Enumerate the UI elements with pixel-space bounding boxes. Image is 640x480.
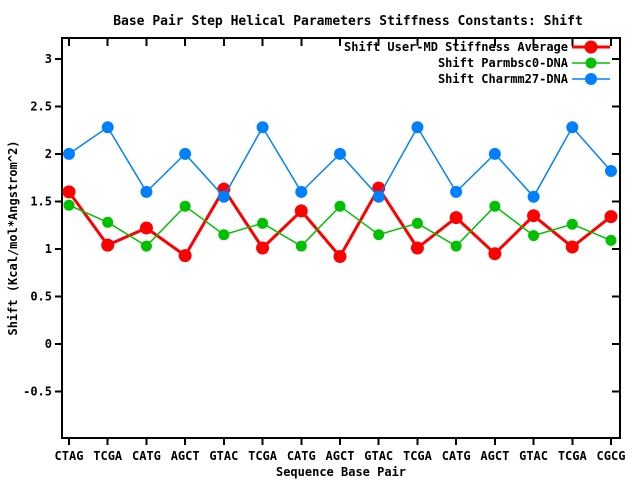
x-tick-label: GTAC (364, 449, 393, 463)
data-point-1-12 (528, 230, 540, 242)
data-point-2-12 (527, 190, 540, 203)
data-point-2-8 (372, 190, 385, 203)
x-tick-label: CTAG (55, 449, 84, 463)
legend-label-0: Shift User-MD Stiffness Average (344, 40, 568, 54)
data-point-1-4 (218, 229, 230, 241)
data-point-0-3 (178, 249, 192, 263)
data-point-1-3 (179, 200, 191, 212)
data-point-1-13 (566, 218, 578, 230)
x-tick-label: CATG (442, 449, 471, 463)
data-point-1-9 (411, 217, 423, 229)
data-point-2-14 (605, 165, 617, 177)
chart-title: Base Pair Step Helical Parameters Stiffn… (113, 14, 583, 29)
data-point-1-14 (605, 234, 617, 246)
y-tick-label: 0 (45, 337, 52, 351)
legend-marker-1 (585, 57, 597, 69)
y-tick-label: 2.5 (30, 99, 52, 113)
y-tick-label: 1 (45, 242, 52, 256)
data-point-2-6 (295, 185, 308, 198)
data-point-2-13 (566, 121, 579, 134)
y-axis-label: Shift (Kcal/mol*Angstrom^2) (6, 140, 20, 335)
x-tick-label: TCGA (248, 449, 278, 463)
data-point-0-1 (101, 238, 115, 252)
y-tick-label: 3 (45, 52, 52, 66)
data-point-0-14 (604, 210, 618, 224)
data-point-0-7 (333, 250, 347, 263)
data-point-2-10 (450, 185, 463, 198)
data-point-0-12 (527, 209, 541, 223)
data-point-0-9 (410, 241, 424, 255)
y-tick-label: 0.5 (30, 289, 52, 303)
data-point-2-3 (179, 147, 192, 160)
series-line-2 (68, 126, 612, 198)
x-tick-label: GTAC (519, 449, 548, 463)
data-point-0-5 (256, 241, 270, 255)
data-point-1-7 (334, 200, 346, 212)
y-tick-label: 1.5 (30, 194, 52, 208)
x-tick-label: TCGA (558, 449, 588, 463)
x-tick-label: AGCT (480, 449, 509, 463)
data-point-2-4 (217, 190, 230, 203)
legend-label-2: Shift Charmm27-DNA (438, 72, 569, 86)
data-point-0-0 (62, 185, 76, 199)
legend-marker-0 (584, 40, 598, 54)
x-tick-label: TCGA (403, 449, 433, 463)
x-axis-label: Sequence Base Pair (276, 465, 406, 479)
data-point-0-10 (449, 211, 463, 225)
data-point-1-10 (450, 240, 462, 252)
data-point-1-11 (489, 200, 501, 212)
x-tick-label: CGCG (597, 449, 626, 463)
x-tick-label: AGCT (171, 449, 200, 463)
data-point-1-0 (63, 199, 75, 211)
data-point-0-13 (565, 240, 579, 254)
data-point-2-1 (101, 121, 114, 134)
y-tick-label: 2 (45, 147, 52, 161)
x-tick-label: CATG (287, 449, 316, 463)
legend-marker-2 (585, 73, 597, 85)
x-tick-label: GTAC (209, 449, 238, 463)
data-point-1-1 (102, 216, 114, 228)
legend-label-1: Shift Parmbsc0-DNA (438, 56, 569, 70)
data-point-2-9 (411, 121, 424, 134)
data-point-1-5 (257, 217, 269, 229)
x-tick-label: CATG (132, 449, 161, 463)
y-tick-label: -0.5 (23, 384, 52, 398)
data-point-0-2 (139, 221, 153, 235)
data-point-0-6 (294, 204, 308, 218)
data-point-0-11 (488, 247, 502, 261)
data-point-1-2 (140, 240, 152, 252)
data-point-1-8 (373, 229, 385, 241)
data-point-2-5 (256, 121, 269, 134)
data-point-1-6 (295, 240, 307, 252)
data-point-2-2 (140, 185, 153, 198)
x-tick-label: AGCT (326, 449, 355, 463)
data-point-2-7 (334, 147, 346, 160)
x-tick-label: TCGA (93, 449, 123, 463)
data-point-2-11 (488, 147, 501, 160)
data-point-2-0 (63, 147, 75, 160)
